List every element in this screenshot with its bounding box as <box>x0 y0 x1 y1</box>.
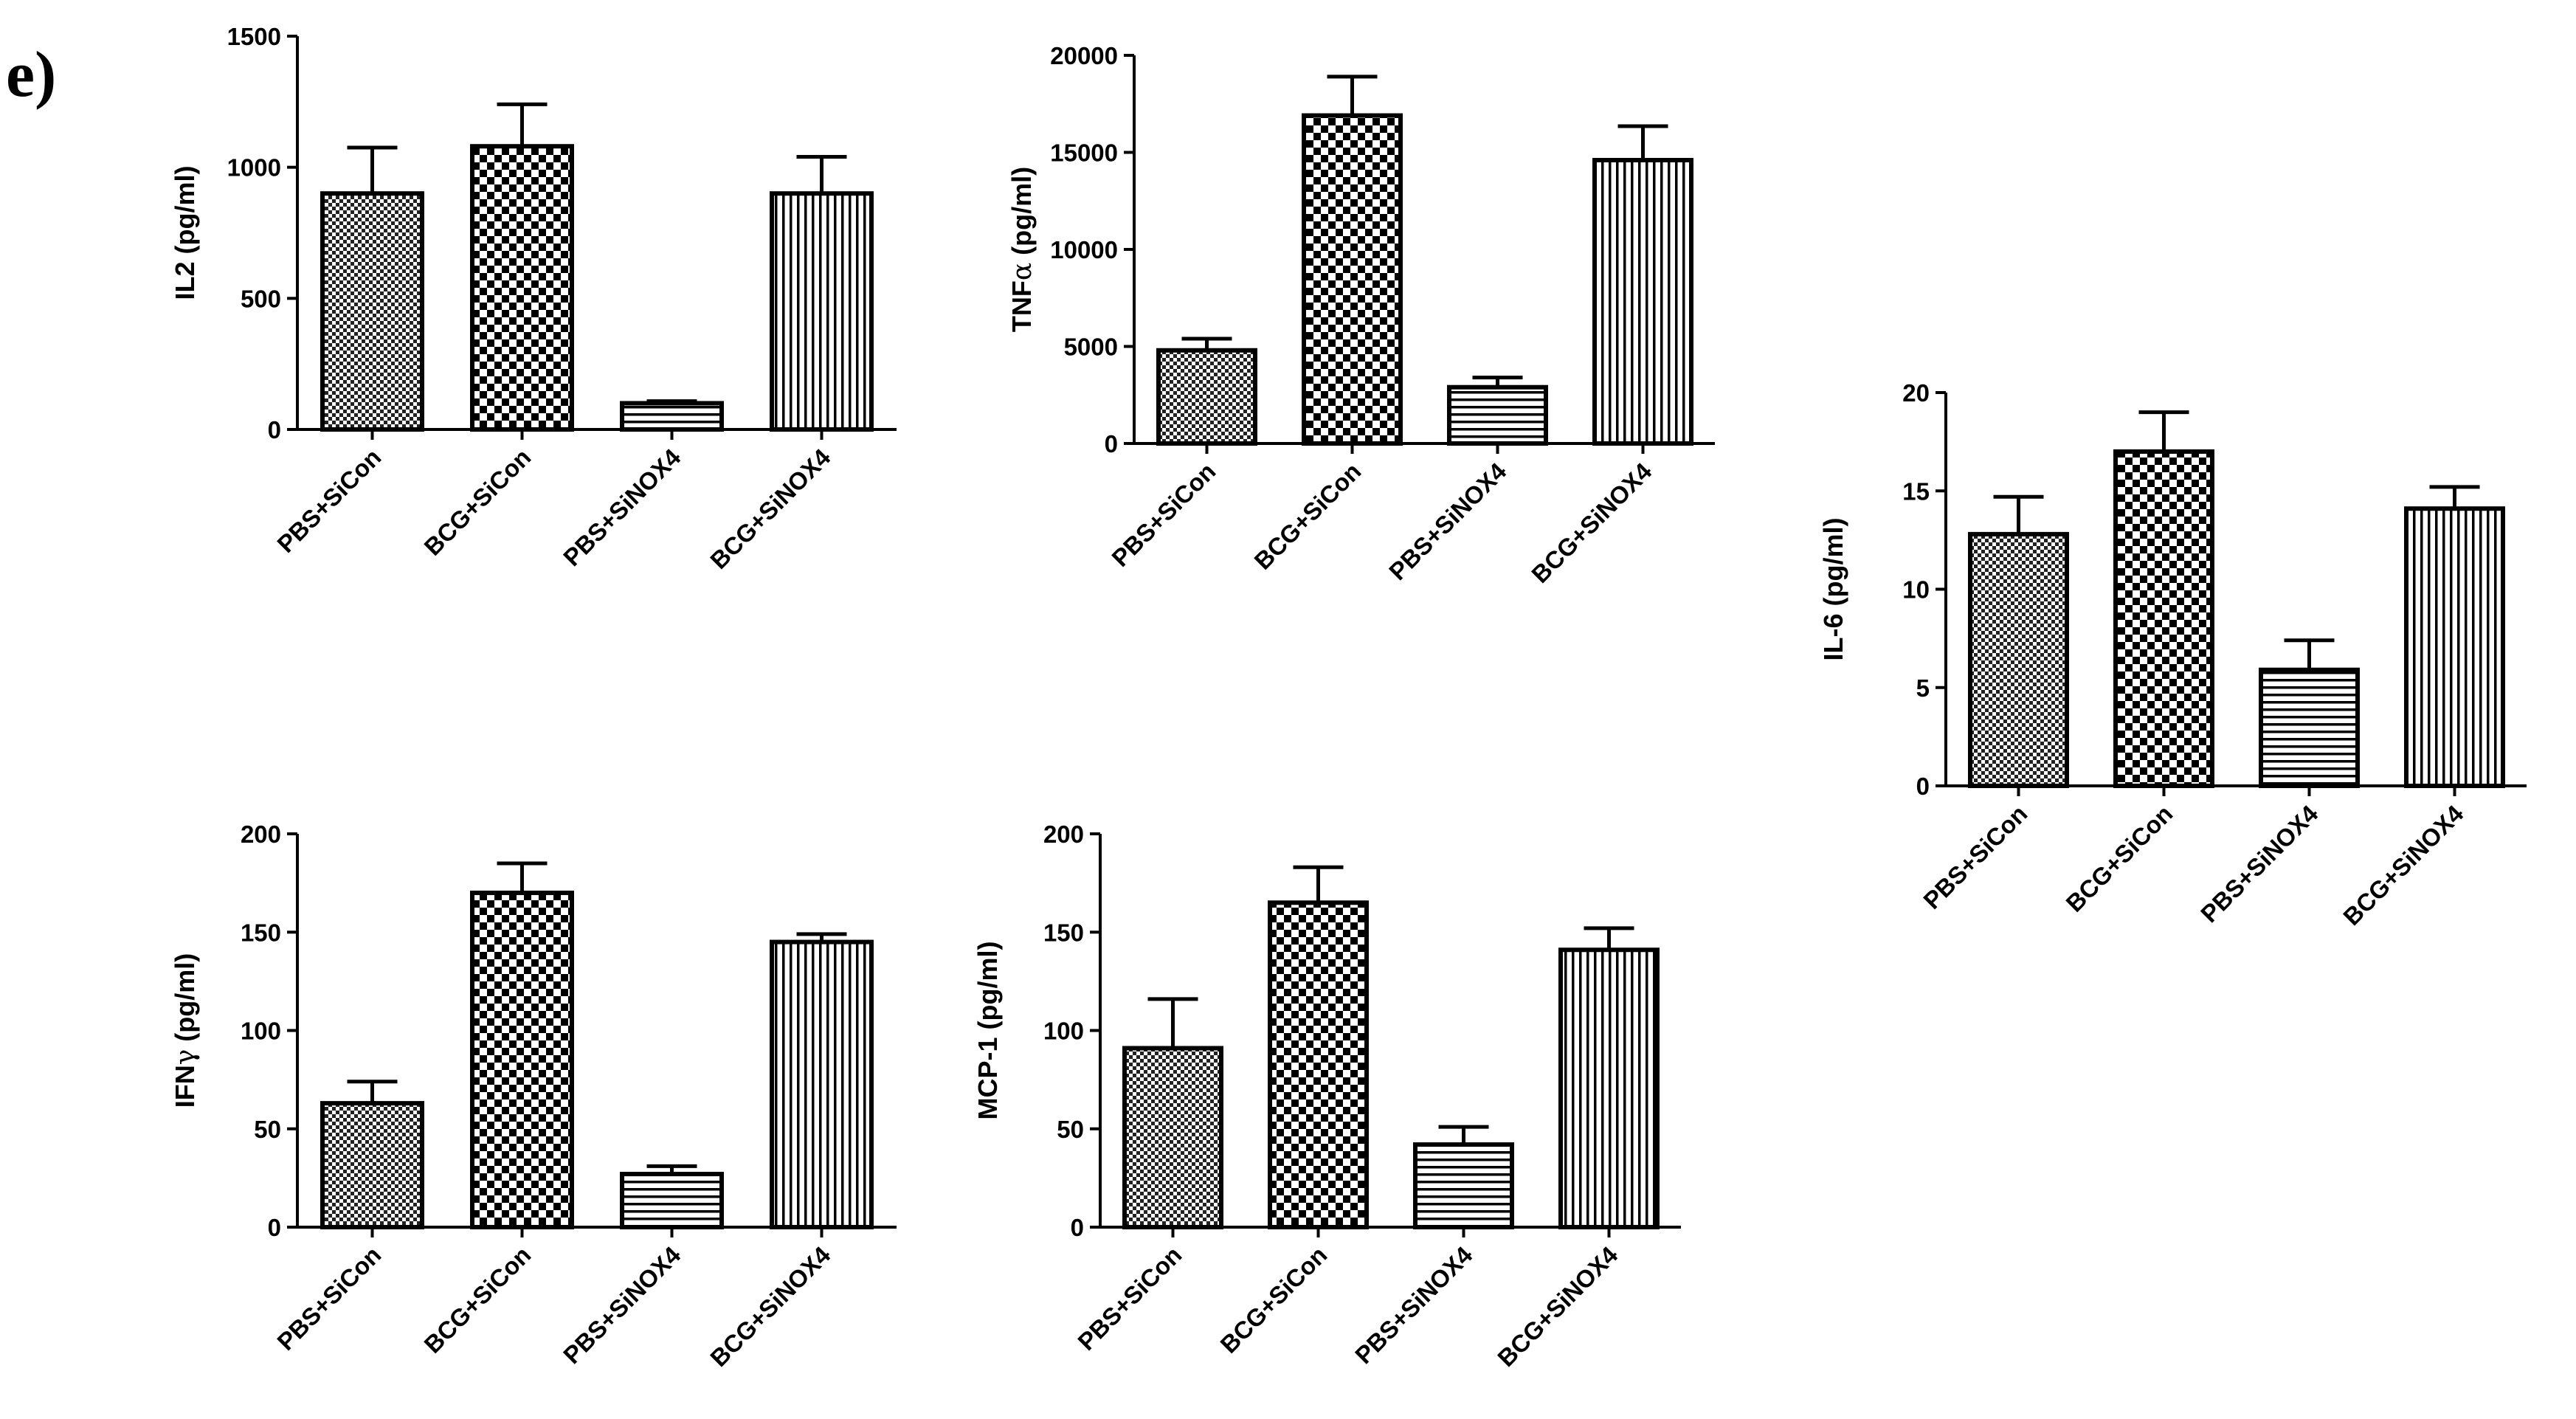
y-axis-label-part: MCP-1 <box>973 1037 1003 1119</box>
chart-il2: 0 500 1000 1500 IL2 (pg/ml) PBS+SiCon BCG+SiCo… <box>170 23 897 574</box>
y-tick-label: 0 <box>268 416 281 443</box>
y-axis-label-part: (pg/ml) <box>973 942 1003 1038</box>
chart-tnfa: 0 5000 10000 15000 20000 TNFα (pg/ml) PBS+SiCo… <box>1006 42 1715 588</box>
y-axis-label-part: TNF <box>1006 280 1037 332</box>
y-tick-label: 50 <box>254 1116 281 1143</box>
bar-bcg-sinox4 <box>1558 947 1660 1229</box>
y-axis-label-part: (pg/ml) <box>170 166 200 262</box>
bar-bcg-sicon <box>470 890 574 1229</box>
y-tick-label: 5 <box>1916 674 1930 702</box>
y-axis-label-part: IL-6 <box>1818 613 1848 660</box>
y-tick-label: 200 <box>1043 821 1084 848</box>
category-label: BCG+SiCon <box>2060 800 2178 917</box>
category-label: BCG+SiNOX4 <box>1492 1240 1623 1372</box>
y-tick-label: 1000 <box>227 154 281 182</box>
y-tick-label: 15 <box>1902 477 1930 505</box>
chart-il6: 0 5 10 15 20 IL-6 (pg/ml) PBS+SiCon BCG+SiCon PB… <box>1818 379 2527 931</box>
y-axis-label: IFNγ (pg/ml) <box>170 953 201 1108</box>
y-tick-label: 10 <box>1902 576 1930 604</box>
category-label: BCG+SiCon <box>418 1241 536 1358</box>
y-tick-label: 150 <box>1043 919 1084 946</box>
y-tick-label: 5000 <box>1064 334 1118 361</box>
chart-ifng: 0 50 100 150 200 IFNγ (pg/ml) PBS+SiCon BCG+SiC… <box>170 821 897 1372</box>
bar-pbs-sinox4 <box>620 1172 724 1230</box>
y-tick-label: 1500 <box>227 23 281 50</box>
category-label: PBS+SiNOX4 <box>558 1240 686 1369</box>
category-label: PBS+SiNOX4 <box>1350 1240 1478 1369</box>
y-tick-label: 200 <box>241 821 281 848</box>
category-label: BCG+SiNOX4 <box>1526 457 1657 588</box>
bar-bcg-sicon <box>1302 113 1403 446</box>
category-label: BCG+SiCon <box>418 443 536 561</box>
y-tick-label: 100 <box>1043 1018 1084 1045</box>
bar-pbs-sicon <box>320 1101 424 1229</box>
bar-bcg-sicon <box>470 144 574 432</box>
y-tick-label: 0 <box>1071 1214 1084 1241</box>
y-axis-label: MCP-1 (pg/ml) <box>973 942 1003 1120</box>
bar-pbs-sinox4 <box>620 401 724 432</box>
y-axis-label-part: IFN <box>170 1065 200 1108</box>
bar-bcg-sinox4 <box>1592 158 1693 446</box>
y-tick-label: 20000 <box>1050 42 1118 69</box>
y-axis-label: TNFα (pg/ml) <box>1006 167 1037 332</box>
bar-pbs-sinox4 <box>1447 384 1548 446</box>
bar-pbs-sicon <box>1156 348 1257 446</box>
category-label: PBS+SiCon <box>1918 800 2032 914</box>
bar-bcg-sicon <box>1268 900 1369 1230</box>
y-axis-label-part: (pg/ml) <box>170 953 200 1049</box>
y-tick-label: 500 <box>241 285 281 312</box>
y-tick-label: 150 <box>241 919 281 946</box>
category-label: BCG+SiNOX4 <box>705 1240 836 1372</box>
bar-bcg-sinox4 <box>770 191 874 432</box>
y-tick-label: 0 <box>268 1214 281 1241</box>
y-axis-label-part: (pg/ml) <box>1006 167 1037 263</box>
category-label: BCG+SiNOX4 <box>2338 799 2469 931</box>
y-tick-label: 50 <box>1057 1116 1084 1143</box>
y-tick-label: 100 <box>241 1018 281 1045</box>
y-axis-label: IL-6 (pg/ml) <box>1818 518 1848 661</box>
bar-pbs-sicon <box>1122 1046 1223 1229</box>
category-label: PBS+SiCon <box>272 443 386 558</box>
y-axis-label-part: IL2 <box>170 261 200 300</box>
bar-pbs-sinox4 <box>2259 667 2360 789</box>
bar-pbs-sicon <box>320 191 424 432</box>
y-tick-label: 0 <box>1916 773 1930 800</box>
bar-bcg-sinox4 <box>770 939 874 1229</box>
y-axis-label-part: α <box>1007 263 1037 280</box>
bar-pbs-sinox4 <box>1413 1142 1514 1229</box>
y-tick-label: 20 <box>1902 379 1930 407</box>
panel-label: e) <box>6 39 56 111</box>
y-axis-label-part: γ <box>170 1049 201 1066</box>
category-label: PBS+SiNOX4 <box>2195 799 2324 928</box>
y-tick-label: 10000 <box>1050 236 1118 263</box>
y-axis-label-part: (pg/ml) <box>1818 518 1848 614</box>
category-label: BCG+SiCon <box>1215 1241 1332 1358</box>
category-label: PBS+SiNOX4 <box>558 443 686 571</box>
category-label: PBS+SiNOX4 <box>1384 457 1512 585</box>
y-tick-label: 15000 <box>1050 139 1118 167</box>
y-axis-label: IL2 (pg/ml) <box>170 166 200 300</box>
category-label: PBS+SiCon <box>272 1241 386 1356</box>
bar-bcg-sinox4 <box>2404 506 2505 788</box>
bar-pbs-sicon <box>1968 531 2069 788</box>
category-label: BCG+SiNOX4 <box>705 443 836 574</box>
bar-bcg-sicon <box>2113 449 2214 788</box>
category-label: BCG+SiCon <box>1249 458 1366 575</box>
category-label: PBS+SiCon <box>1106 458 1220 572</box>
category-label: PBS+SiCon <box>1072 1241 1187 1356</box>
y-tick-label: 0 <box>1105 430 1118 458</box>
